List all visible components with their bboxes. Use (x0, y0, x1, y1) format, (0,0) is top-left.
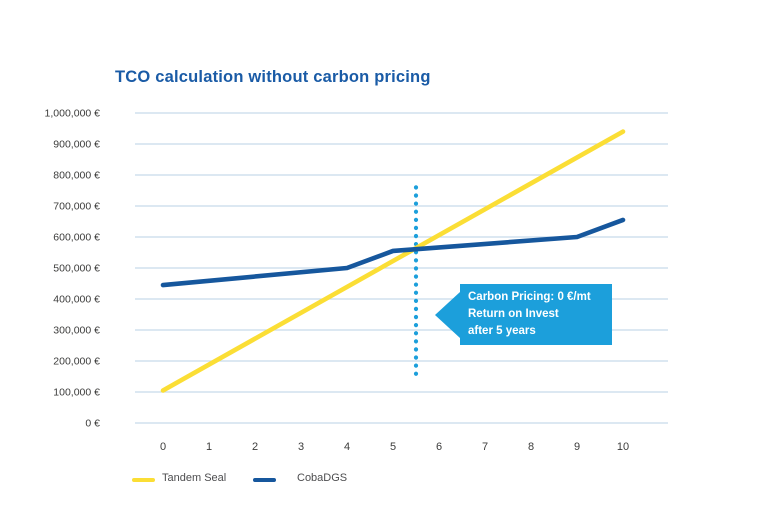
y-axis-tick-label: 200,000 € (53, 356, 100, 368)
chart-legend: Tandem Seal CobaDGS (132, 471, 432, 487)
legend-label-tandem-seal: Tandem Seal (162, 472, 227, 484)
x-axis-tick-label: 3 (298, 441, 304, 453)
y-axis-tick-label: 100,000 € (53, 387, 100, 399)
legend-swatch-tandem-seal (132, 477, 155, 482)
series-line-tandem-seal (160, 129, 626, 393)
y-axis-tick-label: 1,000,000 € (45, 108, 101, 120)
x-axis-tick-label: 1 (206, 441, 212, 453)
x-axis-tick-label: 6 (436, 441, 442, 453)
legend-label-cobadgs: CobaDGS (297, 472, 348, 484)
x-axis-tick-label: 5 (390, 441, 396, 453)
y-axis-tick-label: 0 € (85, 418, 100, 430)
y-axis-tick-label: 900,000 € (53, 139, 100, 151)
callout-text: Carbon Pricing: 0 €/mt Return on Invest … (460, 284, 612, 340)
y-axis-tick-label: 500,000 € (53, 263, 100, 275)
chart-title: TCO calculation without carbon pricing (115, 68, 431, 86)
callout-arrow-icon (435, 292, 460, 338)
callout-banner: Carbon Pricing: 0 €/mt Return on Invest … (435, 284, 612, 345)
x-axis-tick-label: 2 (252, 441, 258, 453)
x-axis-tick-label: 0 (160, 441, 166, 453)
callout-line-carbon-pricing: Carbon Pricing: 0 €/mt (468, 291, 591, 303)
y-axis-tick-label: 800,000 € (53, 170, 100, 182)
y-axis-tick-label: 300,000 € (53, 325, 100, 337)
x-axis-tick-label: 10 (617, 441, 629, 453)
x-axis-tick-label: 9 (574, 441, 580, 453)
x-axis-tick-label: 8 (528, 441, 534, 453)
x-axis-tick-label: 4 (344, 441, 350, 453)
y-axis-tick-label: 400,000 € (53, 294, 100, 306)
y-axis-tick-label: 700,000 € (53, 201, 100, 213)
callout-line-return-on-invest: Return on Invest (468, 308, 559, 320)
y-axis-tick-label: 600,000 € (53, 232, 100, 244)
callout-line-after-years: after 5 years (468, 325, 536, 337)
x-axis-tick-label: 7 (482, 441, 488, 453)
legend-swatch-cobadgs (253, 477, 276, 482)
series-line-cobadgs (160, 217, 626, 288)
